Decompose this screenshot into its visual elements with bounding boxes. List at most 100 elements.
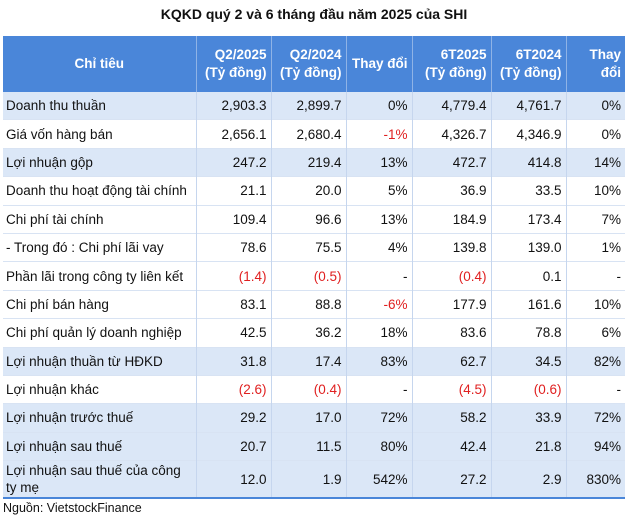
table-cell: 139.0 bbox=[491, 233, 567, 262]
table-cell: 29.2 bbox=[196, 403, 272, 433]
table-cell: 10% bbox=[593, 183, 621, 199]
row-label: Chi phí tài chính bbox=[3, 205, 197, 234]
table-cell: 2,656.1 bbox=[196, 119, 272, 149]
table-cell: 4,761.7 bbox=[491, 92, 567, 120]
table-cell: 72% bbox=[346, 403, 413, 433]
table-cell: 6% bbox=[601, 325, 621, 341]
table-cell: 830% bbox=[586, 471, 621, 487]
table-cell: 0% bbox=[601, 98, 621, 114]
table-cell: 34.5 bbox=[491, 347, 567, 376]
table-cell: 42.4 bbox=[412, 432, 492, 461]
table-cell: 58.2 bbox=[412, 403, 492, 433]
table-row: Chi phí tài chính 109.4 96.6 13% 184.9 173.4 7… bbox=[3, 205, 625, 234]
table-cell: 62.7 bbox=[412, 347, 492, 376]
table-cell: 1% bbox=[601, 240, 621, 256]
column-header: Q2/2024 (Tỷ đồng) bbox=[271, 36, 347, 92]
table-cell: 17.0 bbox=[271, 403, 347, 433]
table-cell: 96.6 bbox=[271, 205, 347, 234]
row-label: Doanh thu thuần bbox=[3, 92, 197, 120]
row-label: Chi phí bán hàng bbox=[3, 290, 197, 319]
column-header-text: (Tỷ đồng) bbox=[425, 65, 487, 80]
table-cell: (1.4) bbox=[196, 261, 272, 291]
table-cell: 0.1 bbox=[491, 261, 567, 291]
table-cell: 21.1 bbox=[196, 176, 272, 206]
table-row: Lợi nhuận sau thuế của công ty mẹ 12.0 1.9… bbox=[3, 460, 625, 499]
table-cell: 42.5 bbox=[196, 318, 272, 348]
column-header-text: Q2/2025 bbox=[214, 47, 267, 62]
table-cell: 414.8 bbox=[491, 148, 567, 177]
table-cell: 1.9 bbox=[271, 460, 347, 499]
table-row: - Trong đó : Chi phí lãi vay 78.6 75.5 4% 13… bbox=[3, 233, 625, 262]
table-cell: 542% bbox=[346, 460, 413, 499]
table-cell: 7% bbox=[601, 211, 621, 227]
row-label: Lợi nhuận sau thuế của công ty mẹ bbox=[3, 460, 197, 499]
table-cell: - bbox=[346, 375, 413, 404]
table-cell: (0.4) bbox=[412, 261, 492, 291]
table-cell: 173.4 bbox=[491, 205, 567, 234]
table-title: KQKD quý 2 và 6 tháng đầu năm 2025 của S… bbox=[160, 6, 468, 22]
table-cell: 2,680.4 bbox=[271, 119, 347, 149]
table-cell: 80% bbox=[346, 432, 413, 461]
source-note: Nguồn: VietstockFinance bbox=[3, 501, 142, 515]
table-cell: 21.8 bbox=[491, 432, 567, 461]
table-cell: 177.9 bbox=[412, 290, 492, 319]
table-cell: - bbox=[616, 268, 622, 284]
table-cell: 2.9 bbox=[491, 460, 567, 499]
table-cell: (2.6) bbox=[196, 375, 272, 404]
table-cell: 184.9 bbox=[412, 205, 492, 234]
row-label: Lợi nhuận gộp bbox=[3, 148, 197, 177]
table-cell: 20.7 bbox=[196, 432, 272, 461]
table-cell: 4,346.9 bbox=[491, 119, 567, 149]
row-label: Lợi nhuận khác bbox=[3, 375, 197, 404]
table-cell: 36.2 bbox=[271, 318, 347, 348]
table-cell: 4,779.4 bbox=[412, 92, 492, 120]
table-cell: 472.7 bbox=[412, 148, 492, 177]
table-cell: 31.8 bbox=[196, 347, 272, 376]
row-label: Lợi nhuận thuần từ HĐKD bbox=[3, 347, 197, 376]
table-cell: 161.6 bbox=[491, 290, 567, 319]
column-header: Q2/2025 (Tỷ đồng) bbox=[196, 36, 272, 92]
table-cell: 78.6 bbox=[196, 233, 272, 262]
table-cell: 0% bbox=[346, 92, 413, 120]
column-header-text: 6T2024 bbox=[515, 47, 562, 62]
financial-results-table: Chỉ tiêu Q2/2025 (Tỷ đồng) Q2/2024 (Tỷ đồng)… bbox=[3, 36, 625, 499]
table-cell: 27.2 bbox=[412, 460, 492, 499]
table-cell: 83% bbox=[346, 347, 413, 376]
table-cell: - bbox=[346, 261, 413, 291]
table-cell: 4% bbox=[346, 233, 413, 262]
table-cell: 78.8 bbox=[491, 318, 567, 348]
table-cell: 14% bbox=[593, 154, 621, 170]
row-label: Chi phí quản lý doanh nghiệp bbox=[3, 318, 197, 348]
table-row: Phần lãi trong công ty liên kết (1.4) (0.5… bbox=[3, 261, 625, 291]
table-cell: 13% bbox=[346, 148, 413, 177]
column-header: 6T2025 (Tỷ đồng) bbox=[412, 36, 492, 92]
table-cell: 82% bbox=[593, 353, 621, 369]
table-row: Lợi nhuận gộp 247.2 219.4 13% 472.7 414.8 14% bbox=[3, 148, 625, 177]
column-header-text: 6T2025 bbox=[440, 47, 487, 62]
table-cell: 2,899.7 bbox=[271, 92, 347, 120]
table-row: Lợi nhuận sau thuế 20.7 11.5 80% 42.4 21.8 94% bbox=[3, 432, 625, 461]
column-header: 6T2024 (Tỷ đồng) bbox=[491, 36, 567, 92]
table-row: Giá vốn hàng bán 2,656.1 2,680.4 -1% 4,326.7… bbox=[3, 119, 625, 149]
table-cell: 75.5 bbox=[271, 233, 347, 262]
table-cell: 139.8 bbox=[412, 233, 492, 262]
header-row: Chỉ tiêu Q2/2025 (Tỷ đồng) Q2/2024 (Tỷ đồng)… bbox=[3, 36, 625, 92]
table-cell: 17.4 bbox=[271, 347, 347, 376]
table-row: Chi phí bán hàng 83.1 88.8 -6% 177.9 161.6 10% bbox=[3, 290, 625, 319]
column-header-text: Thay đổi bbox=[351, 56, 408, 71]
table-cell: 33.9 bbox=[491, 403, 567, 433]
table-cell: 10% bbox=[593, 296, 621, 312]
column-header-text: Q2/2024 bbox=[289, 47, 342, 62]
table-cell: 33.5 bbox=[491, 176, 567, 206]
table-cell: 11.5 bbox=[271, 432, 347, 461]
row-label: - Trong đó : Chi phí lãi vay bbox=[3, 233, 197, 262]
column-header-text: (Tỷ đồng) bbox=[280, 65, 342, 80]
column-header-text: (Tỷ đồng) bbox=[500, 65, 562, 80]
table-cell: -1% bbox=[346, 119, 413, 149]
table-cell: 94% bbox=[593, 438, 621, 454]
table-cell: 5% bbox=[346, 176, 413, 206]
table-cell: 0% bbox=[601, 126, 621, 142]
table-cell: 219.4 bbox=[271, 148, 347, 177]
row-label: Doanh thu hoạt động tài chính bbox=[3, 176, 197, 206]
table-row: Chi phí quản lý doanh nghiệp 42.5 36.2 18% 8… bbox=[3, 318, 625, 348]
